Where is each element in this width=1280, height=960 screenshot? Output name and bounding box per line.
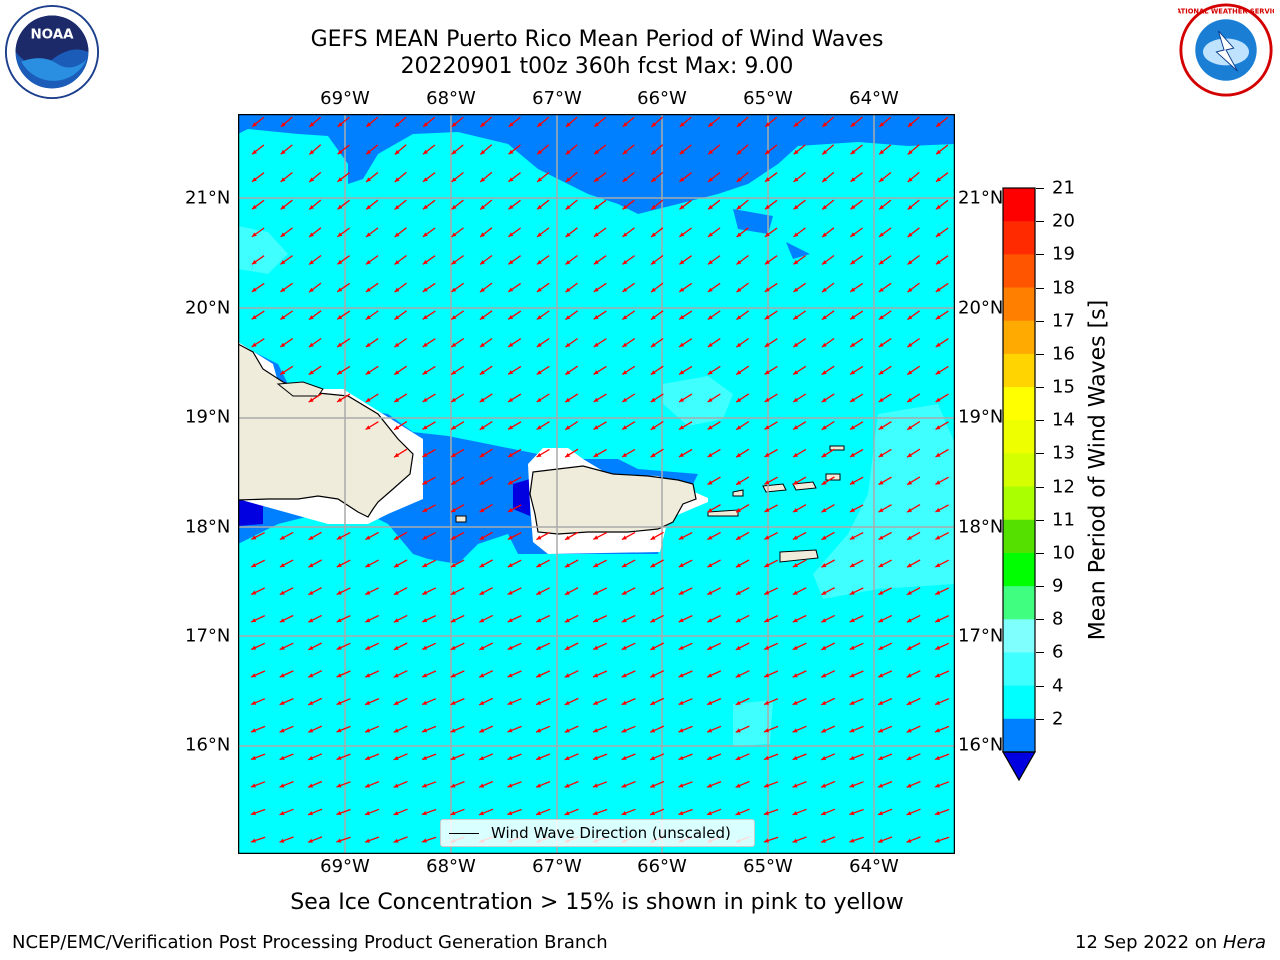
- lon-label-bottom: 68°W: [426, 856, 476, 877]
- footer-branch: NCEP/EMC/Verification Post Processing Pr…: [12, 932, 608, 953]
- colorbar-band: [1003, 420, 1035, 454]
- colorbar-tick-mark: [1036, 420, 1044, 421]
- lon-label-top: 69°W: [320, 88, 370, 109]
- colorbar-band: [1003, 288, 1035, 322]
- lat-label-right: 21°N: [958, 188, 1003, 209]
- colorbar-tick-mark: [1036, 652, 1044, 653]
- colorbar-tick: 9: [1052, 576, 1063, 597]
- colorbar-band: [1003, 520, 1035, 554]
- legend-line-icon: [449, 833, 479, 834]
- colorbar-tick-mark: [1036, 321, 1044, 322]
- nws-logo-text: NATIONAL WEATHER SERVICE: [1178, 8, 1274, 16]
- colorbar-tick: 2: [1052, 708, 1063, 729]
- colorbar-band: [1003, 487, 1035, 521]
- colorbar-tick-mark: [1036, 288, 1044, 289]
- lon-label-bottom: 67°W: [532, 856, 582, 877]
- colorbar-tick-mark: [1036, 719, 1044, 720]
- colorbar-band: [1003, 188, 1035, 222]
- lat-label-right: 19°N: [958, 407, 1003, 428]
- colorbar-band: [1003, 553, 1035, 587]
- lon-label-top: 68°W: [426, 88, 476, 109]
- colorbar-band: [1003, 354, 1035, 388]
- colorbar-tick: 15: [1052, 377, 1075, 398]
- lat-label-left: 17°N: [185, 626, 230, 647]
- lat-label-right: 18°N: [958, 517, 1003, 538]
- lon-label-bottom: 64°W: [849, 856, 899, 877]
- map-subtitle: 20220901 t00z 360h fcst Max: 9.00: [240, 53, 954, 81]
- colorbar-band: [1003, 719, 1035, 753]
- map-title: GEFS MEAN Puerto Rico Mean Period of Win…: [240, 26, 954, 54]
- lon-label-bottom: 65°W: [743, 856, 793, 877]
- desecheo-island: [456, 516, 466, 522]
- colorbar-band: [1003, 586, 1035, 620]
- colorbar-band: [1003, 321, 1035, 355]
- colorbar: [1002, 187, 1036, 783]
- colorbar-tick: 21: [1052, 178, 1075, 199]
- colorbar-tick: 20: [1052, 211, 1075, 232]
- lat-label-left: 19°N: [185, 407, 230, 428]
- colorbar-tick: 13: [1052, 443, 1075, 464]
- lon-label-top: 66°W: [637, 88, 687, 109]
- colorbar-tick-mark: [1036, 221, 1044, 222]
- footer-date-text: 12 Sep 2022 on: [1075, 932, 1223, 953]
- lon-label-top: 65°W: [743, 88, 793, 109]
- colorbar-tick-mark: [1036, 188, 1044, 189]
- lon-label-bottom: 66°W: [637, 856, 687, 877]
- colorbar-band: [1003, 254, 1035, 288]
- lat-label-left: 16°N: [185, 735, 230, 756]
- lon-label-bottom: 69°W: [320, 856, 370, 877]
- lon-label-top: 64°W: [849, 88, 899, 109]
- colorbar-tick: 18: [1052, 277, 1075, 298]
- colorbar-tick-mark: [1036, 254, 1044, 255]
- colorbar-tick: 6: [1052, 642, 1063, 663]
- colorbar-tick: 10: [1052, 542, 1075, 563]
- lat-label-left: 18°N: [185, 517, 230, 538]
- legend-label: Wind Wave Direction (unscaled): [491, 824, 731, 842]
- colorbar-tick: 4: [1052, 675, 1063, 696]
- lat-label-left: 20°N: [185, 298, 230, 319]
- lat-label-right: 20°N: [958, 298, 1003, 319]
- colorbar-tick-mark: [1036, 354, 1044, 355]
- colorbar-tick-mark: [1036, 586, 1044, 587]
- colorbar-tick-mark: [1036, 553, 1044, 554]
- colorbar-tick: 14: [1052, 410, 1075, 431]
- map-legend: Wind Wave Direction (unscaled): [440, 819, 755, 847]
- colorbar-tick-mark: [1036, 453, 1044, 454]
- colorbar-tick: 17: [1052, 310, 1075, 331]
- colorbar-band: [1003, 619, 1035, 653]
- colorbar-band: [1003, 686, 1035, 720]
- colorbar-tick-mark: [1036, 520, 1044, 521]
- colorbar-tick: 11: [1052, 509, 1075, 530]
- colorbar-tick: 16: [1052, 343, 1075, 364]
- colorbar-tick-mark: [1036, 387, 1044, 388]
- colorbar-band: [1003, 453, 1035, 487]
- sea-ice-note: Sea Ice Concentration > 15% is shown in …: [240, 890, 954, 915]
- noaa-logo-text: NOAA: [30, 28, 74, 43]
- nws-logo-icon: NATIONAL WEATHER SERVICE: [1178, 2, 1274, 98]
- colorbar-tick-mark: [1036, 619, 1044, 620]
- lat-label-right: 16°N: [958, 735, 1003, 756]
- lon-label-top: 67°W: [532, 88, 582, 109]
- map-panel: [238, 114, 955, 854]
- virgin-island-st-thomas: [763, 484, 786, 492]
- colorbar-label: Mean Period of Wind Waves [s]: [1086, 300, 1111, 640]
- colorbar-band: [1003, 652, 1035, 686]
- colorbar-tick-mark: [1036, 686, 1044, 687]
- noaa-logo-icon: NOAA: [4, 4, 100, 100]
- colorbar-band: [1003, 387, 1035, 421]
- colorbar-tick: 8: [1052, 609, 1063, 630]
- period-6-8-zone: [733, 700, 773, 746]
- colorbar-under-triangle: [1003, 752, 1035, 780]
- footer-host: Hera: [1223, 932, 1266, 953]
- colorbar-tick: 19: [1052, 244, 1075, 265]
- lat-label-left: 21°N: [185, 188, 230, 209]
- colorbar-tick-mark: [1036, 487, 1044, 488]
- footer-date: 12 Sep 2022 on Hera: [1075, 932, 1266, 953]
- colorbar-tick: 12: [1052, 476, 1075, 497]
- colorbar-band: [1003, 221, 1035, 255]
- lat-label-right: 17°N: [958, 626, 1003, 647]
- anegada-island: [830, 446, 844, 450]
